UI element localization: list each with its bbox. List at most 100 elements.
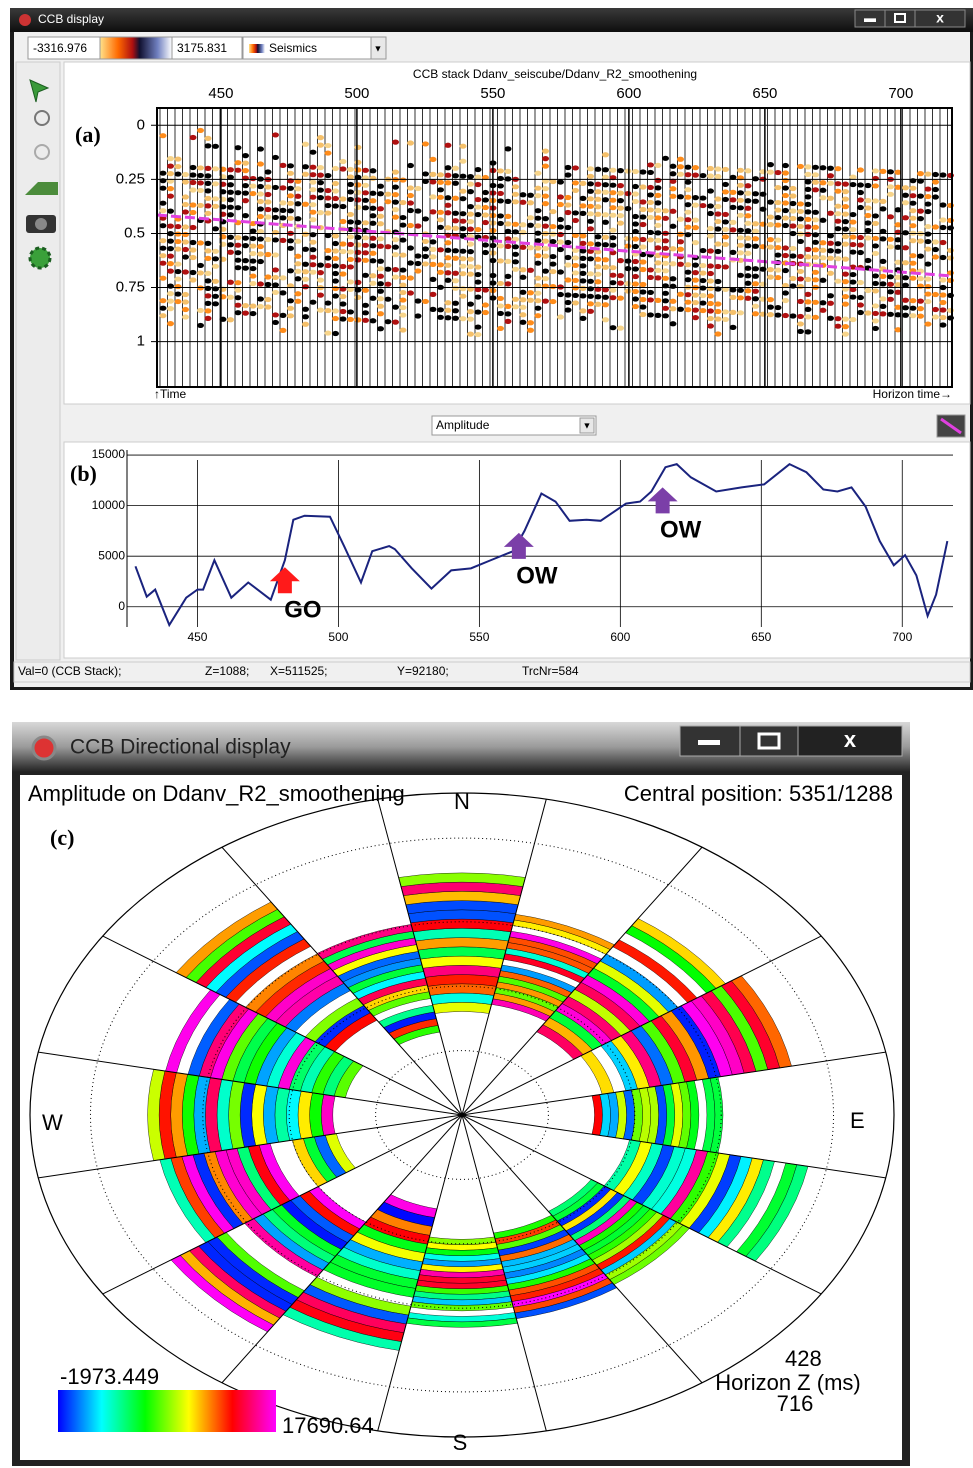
wiggle [174,163,182,170]
wiggle [557,216,564,223]
wiggle [392,304,399,310]
range-max-box[interactable] [171,36,243,60]
sector-line [38,1114,463,1179]
status-field: TrcNr=584 [522,664,579,678]
view-tool[interactable] [25,182,58,195]
wiggle [167,268,174,274]
wiggle [257,251,264,257]
wiggle [422,178,429,185]
wiggle [362,250,369,256]
wiggle [602,287,609,293]
wiggle [654,260,662,266]
wiggle [294,253,302,259]
wiggle [204,180,212,186]
wiggle [482,197,489,203]
wiggle [377,243,384,249]
wiggle [924,231,932,237]
wiggle [669,283,677,289]
wiggle [279,290,287,296]
wiggle [737,242,744,248]
wiggle [857,294,864,301]
close-button[interactable] [914,9,966,28]
wiggle [707,210,714,217]
attribute-dropdown[interactable] [431,415,597,436]
wiggle [632,273,639,280]
wiggle [654,312,662,318]
wiggle [864,197,872,204]
range-max: 3175.831 [177,41,227,55]
wiggle [917,306,924,312]
wiggle [369,295,377,301]
wiggle [632,288,639,295]
close-button[interactable] [797,725,903,757]
wiggle [902,200,909,206]
wiggle [234,235,242,241]
wiggle [842,294,849,300]
wiggle [272,184,279,191]
wiggle [729,294,737,300]
wiggle [617,183,624,189]
wiggle [684,179,692,185]
dropdown-button[interactable] [579,417,595,434]
wiggle [872,310,879,317]
wiggle [377,258,384,264]
wiggle [362,287,369,293]
maximize-button[interactable] [739,725,799,757]
wiggle [242,190,249,196]
wiggle [369,198,377,204]
wiggle [332,285,339,292]
wiggle [264,274,272,280]
wiggle [377,236,384,242]
wiggle [369,190,377,196]
wiggle [534,208,542,214]
colorbar-max: 17690.64 [282,1413,374,1438]
zoom-in-tool[interactable] [34,110,50,126]
wiggle [782,290,789,296]
wiggle [512,266,519,272]
wiggle [242,160,249,166]
wiggle [654,230,662,236]
zoom-out-tool[interactable] [34,144,50,160]
wiggle [894,282,902,288]
wiggle [399,222,407,228]
wiggle [729,287,737,293]
wiggle [579,285,587,291]
wiggle [399,267,407,273]
wiggle [257,161,264,167]
wiggle [227,249,234,255]
settings-tool[interactable] [28,246,52,270]
dropdown-button[interactable] [370,36,387,60]
wiggle [564,292,572,298]
wiggle [572,180,579,186]
maximize-button[interactable] [884,9,916,28]
wiggle [752,288,759,294]
wiggle [459,196,467,202]
wiggle [347,316,354,323]
wiggle [692,172,699,178]
wiggle [789,223,797,229]
wiggle [339,158,347,165]
wiggle [279,327,287,333]
window-title: CCB display [38,12,104,26]
wiggle [534,215,542,221]
wiggle [347,286,354,293]
wiggle [812,224,819,230]
wiggle [444,180,452,186]
wiggle [842,331,849,337]
wiggle [594,189,602,195]
wiggle [789,215,797,222]
wiggle [399,237,407,243]
wiggle [332,263,339,269]
wiggle [309,179,317,185]
wiggle [204,270,212,276]
wiggle [849,226,857,233]
wiggle [467,271,474,277]
wiggle [767,312,774,318]
wiggle [392,207,399,213]
wiggle [587,196,594,202]
wiggle [159,170,167,176]
pick-tool[interactable] [29,79,50,103]
wiggle [377,213,384,219]
wiggle [707,233,714,239]
sector-line [461,1114,703,1384]
